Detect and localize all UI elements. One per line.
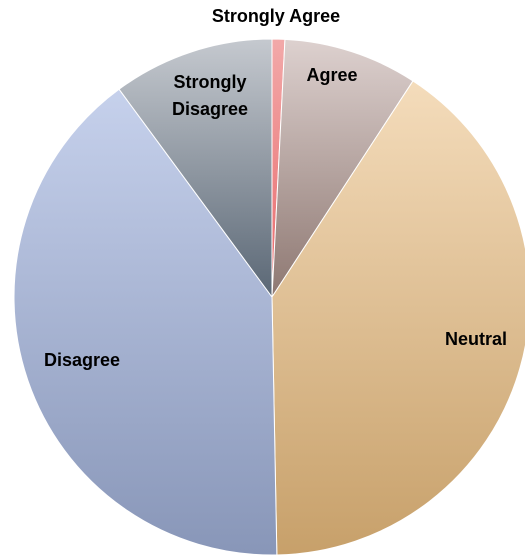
pie-slice-neutral — [271, 80, 525, 556]
pie-slice-strongly-disagree — [118, 38, 273, 299]
slice-label-strongly-disagree-line2: Disagree — [172, 99, 248, 119]
slice-label-neutral: Neutral — [445, 329, 507, 349]
pie-slice-disagree — [13, 88, 278, 556]
slice-label-strongly-disagree-line1: Strongly — [173, 72, 246, 92]
slices-layer — [13, 38, 525, 556]
labels-layer: Strongly Agree Agree Neutral Disagree Strong… — [44, 6, 507, 370]
slice-label-agree: Agree — [306, 65, 357, 85]
pie-slice-agree — [271, 38, 414, 299]
slice-label-disagree: Disagree — [44, 350, 120, 370]
slice-label-strongly-agree: Strongly Agree — [212, 6, 340, 26]
